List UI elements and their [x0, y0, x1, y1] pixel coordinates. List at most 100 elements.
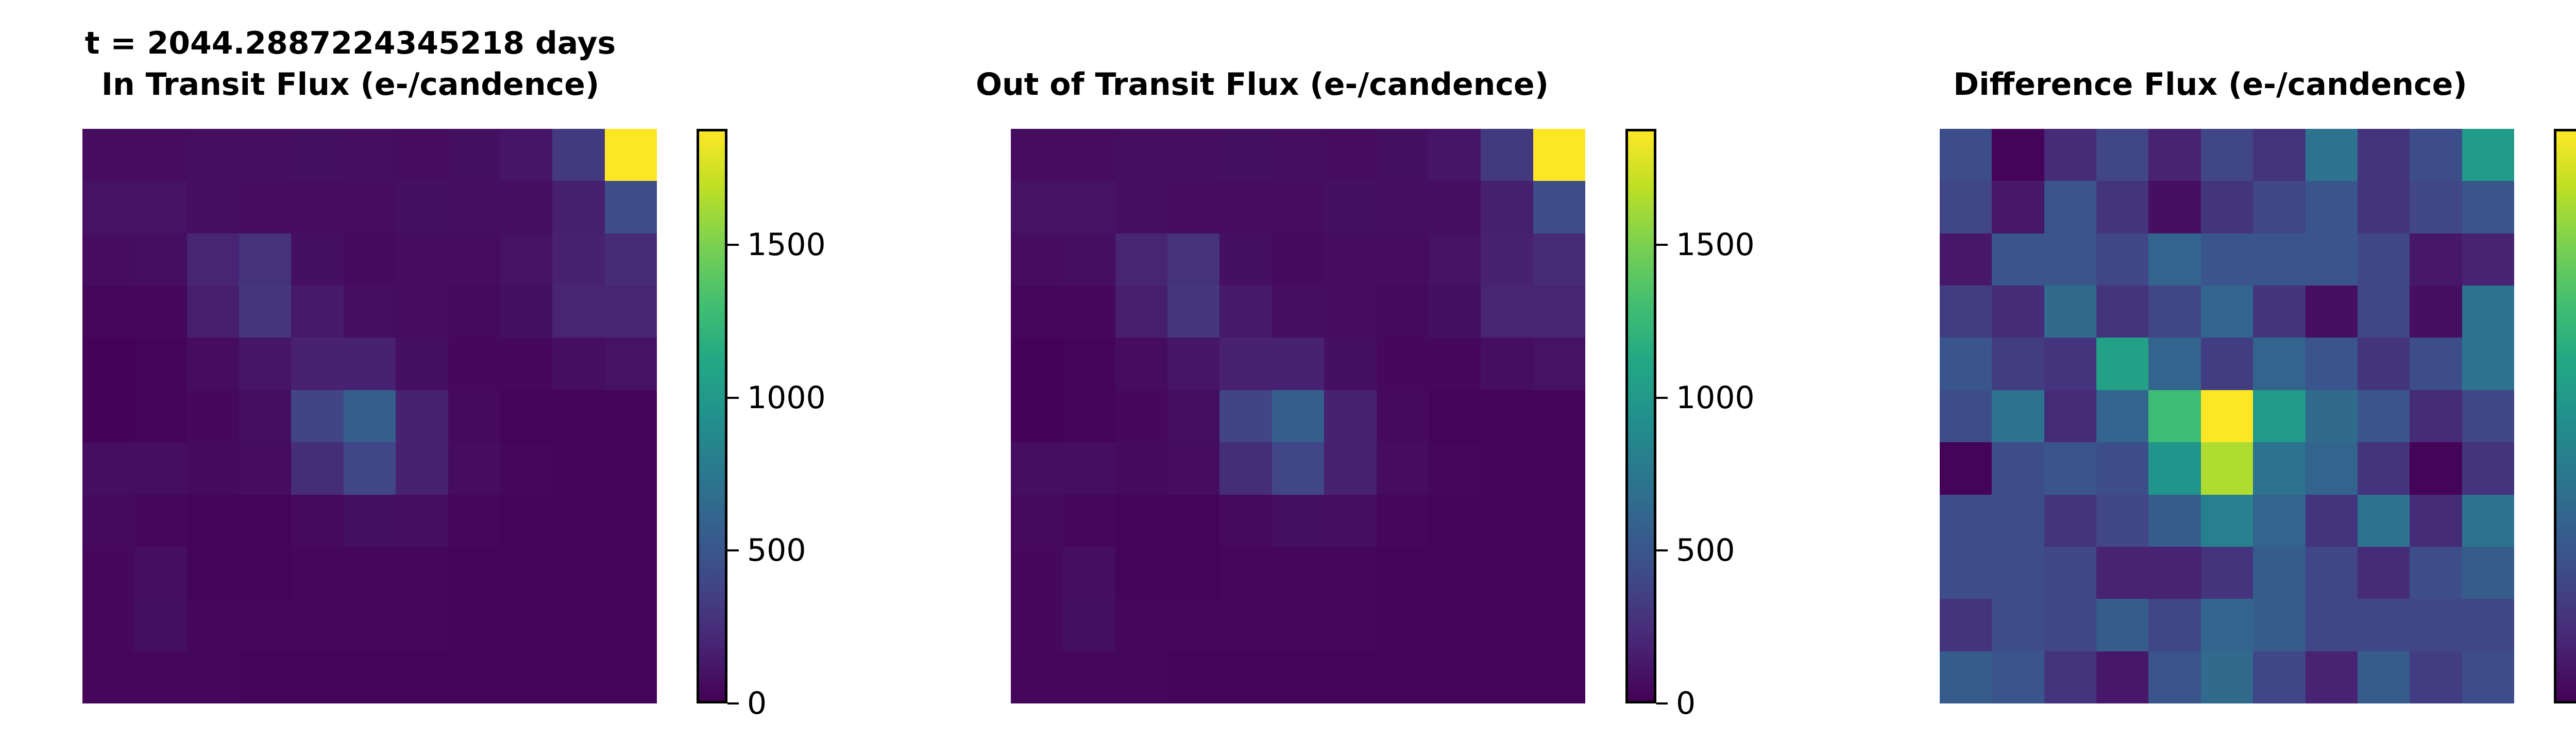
panel3-heatmap-cell — [1940, 181, 1992, 233]
panel1-heatmap-cell — [187, 129, 240, 181]
panel1-heatmap-cell — [448, 338, 500, 390]
panel3-heatmap-cell — [2410, 181, 2462, 233]
panel3-heatmap-cell — [2096, 599, 2149, 651]
panel2-heatmap-cell — [1428, 651, 1481, 703]
panel1-heatmap-cell — [552, 599, 605, 651]
panel2-heatmap-cell — [1324, 546, 1377, 599]
panel2-heatmap-cell — [1011, 442, 1063, 495]
panel3-heatmap-cell — [2410, 599, 2462, 651]
panel1-heatmap-cell — [291, 286, 344, 338]
panel3-heatmap-cell — [2148, 390, 2201, 443]
panel1-heatmap-cell — [82, 442, 135, 495]
panel1-heatmap-cell — [448, 129, 500, 181]
panel1-heatmap-cell — [291, 494, 344, 547]
panel1-heatmap-cell — [239, 494, 292, 547]
panel1-heatmap-cell — [500, 494, 553, 547]
panel3-heatmap-cell — [2044, 599, 2097, 651]
panel2-heatmap-cell — [1272, 233, 1325, 286]
panel2-heatmap-cell — [1011, 494, 1063, 547]
panel2-heatmap-cell — [1167, 651, 1220, 703]
panel1-heatmap-cell — [448, 286, 500, 338]
panel2-heatmap-cell — [1011, 390, 1063, 443]
panel1-title-line2: In Transit Flux (e-/candence) — [101, 66, 600, 103]
panel2-heatmap-cell — [1011, 129, 1063, 181]
panel2-heatmap-cell — [1481, 129, 1533, 181]
panel3-heatmap-cell — [2253, 442, 2306, 495]
panel1-heatmap-cell — [500, 338, 553, 390]
panel1-heatmap-cell — [134, 286, 187, 338]
panel3-heatmap-cell — [2200, 390, 2253, 443]
panel3-heatmap-cell — [1940, 286, 1992, 338]
panel1-heatmap-cell — [552, 286, 605, 338]
panel2-heatmap-cell — [1272, 546, 1325, 599]
panel1-heatmap-cell — [604, 546, 657, 599]
panel1-heatmap-cell — [448, 233, 500, 286]
panel1-heatmap-cell — [291, 599, 344, 651]
panel2-heatmap-cell — [1219, 651, 1272, 703]
panel1-heatmap-cell — [291, 338, 344, 390]
panel1-heatmap-cell — [187, 233, 240, 286]
panel2-heatmap-cell — [1063, 129, 1115, 181]
panel2-heatmap-cell — [1376, 599, 1429, 651]
panel2-heatmap-cell — [1063, 181, 1115, 233]
panel2-heatmap-cell — [1376, 181, 1429, 233]
panel2-heatmap-cell — [1063, 651, 1115, 703]
panel1-heatmap-cell — [291, 442, 344, 495]
panel3-heatmap-cell — [2148, 129, 2201, 181]
panel1-heatmap-cell — [291, 651, 344, 703]
panel2-heatmap-cell — [1115, 181, 1168, 233]
panel2-heatmap-cell — [1324, 390, 1377, 443]
panel1-heatmap-cell — [239, 390, 292, 443]
panel2-heatmap-cell — [1219, 599, 1272, 651]
panel1-heatmap-cell — [134, 233, 187, 286]
panel1-heatmap-cell — [448, 181, 500, 233]
panel1-heatmap-cell — [500, 442, 553, 495]
panel2-heatmap-cell — [1167, 286, 1220, 338]
panel3-heatmap-cell — [2096, 181, 2149, 233]
panel1-heatmap-cell — [604, 442, 657, 495]
panel1-colorbar-tick — [727, 244, 739, 246]
panel2-heatmap-cell — [1533, 390, 1585, 443]
panel3-heatmap-cell — [2410, 651, 2462, 703]
panel3-heatmap-cell — [2096, 233, 2149, 286]
panel2-heatmap-cell — [1428, 129, 1481, 181]
panel3-heatmap-cell — [1940, 651, 1992, 703]
panel3-heatmap-cell — [2410, 442, 2462, 495]
panel1-heatmap-cell — [82, 494, 135, 547]
panel2-heatmap-cell — [1167, 599, 1220, 651]
panel3-heatmap-cell — [2462, 390, 2514, 443]
panel1-heatmap-cell — [239, 338, 292, 390]
panel1-heatmap-cell — [343, 599, 396, 651]
panel2-heatmap-cell — [1428, 442, 1481, 495]
panel2-heatmap-cell — [1428, 599, 1481, 651]
panel3-heatmap-cell — [2096, 651, 2149, 703]
panel1-heatmap-cell — [82, 233, 135, 286]
panel2-heatmap-cell — [1324, 494, 1377, 547]
panel3-heatmap-cell — [2462, 442, 2514, 495]
panel2-heatmap-cell — [1219, 181, 1272, 233]
panel3-heatmap-cell — [1992, 442, 2044, 495]
panel2-heatmap-cell — [1533, 129, 1585, 181]
panel1-heatmap-cell — [396, 494, 448, 547]
panel2-heatmap-cell — [1115, 390, 1168, 443]
panel2-colorbar-tick-label: 1000 — [1676, 379, 1755, 416]
panel2-heatmap-cell — [1324, 129, 1377, 181]
panel3-heatmap-cell — [2044, 390, 2097, 443]
panel3-heatmap-cell — [1992, 390, 2044, 443]
panel2-heatmap-cell — [1324, 599, 1377, 651]
panel1-heatmap-cell — [291, 546, 344, 599]
panel1-heatmap-cell — [239, 233, 292, 286]
panel3-heatmap-cell — [2305, 181, 2358, 233]
panel1-heatmap-cell — [134, 651, 187, 703]
panel1-heatmap-cell — [343, 286, 396, 338]
panel2-heatmap-cell — [1324, 651, 1377, 703]
panel3-heatmap-cell — [2044, 651, 2097, 703]
panel1-heatmap-cell — [82, 599, 135, 651]
panel1-heatmap-cell — [82, 651, 135, 703]
panel3-heatmap-cell — [2148, 286, 2201, 338]
panel1-heatmap-cell — [552, 651, 605, 703]
panel3-heatmap-cell — [2200, 546, 2253, 599]
panel2-heatmap-cell — [1533, 181, 1585, 233]
panel2-heatmap-cell — [1115, 651, 1168, 703]
panel1-heatmap-cell — [134, 442, 187, 495]
